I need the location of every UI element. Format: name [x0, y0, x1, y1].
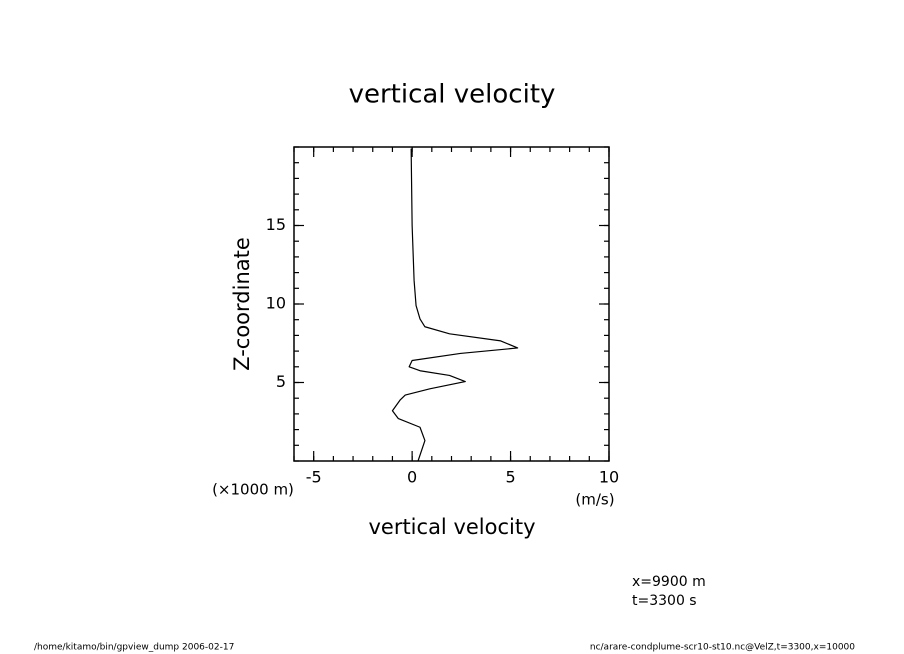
y-tick-label: 10: [266, 294, 286, 313]
profile-line: [391, 148, 519, 462]
footer-right: nc/arare-condplume-scr10-st10.nc@VelZ,t=…: [590, 643, 855, 653]
y-tick-label: 15: [266, 215, 286, 234]
annotation: x=9900 m: [632, 574, 706, 590]
x-tick-label: 5: [505, 468, 515, 487]
annotation: t=3300 s: [632, 593, 697, 609]
plot-frame: [293, 146, 610, 462]
y-tick-label: 5: [276, 372, 286, 391]
x-axis-label: vertical velocity: [368, 515, 535, 539]
chart-title: vertical velocity: [349, 80, 556, 110]
x-unit: (m/s): [575, 491, 614, 509]
x-tick-label: 10: [599, 468, 619, 487]
y-axis-label: Z-coordinate: [230, 237, 254, 371]
x-tick-label: -5: [306, 468, 322, 487]
x-tick-label: 0: [407, 468, 417, 487]
y-unit: (×1000 m): [212, 481, 294, 499]
footer-left: /home/kitamo/bin/gpview_dump 2006-02-17: [34, 643, 234, 653]
